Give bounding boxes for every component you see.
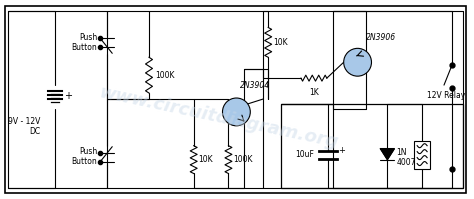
Text: +: +	[64, 91, 72, 101]
Text: 9V - 12V
DC: 9V - 12V DC	[9, 117, 41, 136]
Text: 2N3904: 2N3904	[240, 81, 271, 90]
Text: 10K: 10K	[273, 38, 288, 47]
Text: Push
Button: Push Button	[72, 33, 97, 52]
Text: 12V Relay: 12V Relay	[427, 91, 465, 100]
Text: 100K: 100K	[155, 71, 174, 80]
Text: Push
Button: Push Button	[72, 147, 97, 166]
Text: 2N3906: 2N3906	[365, 33, 396, 42]
Text: 10uF: 10uF	[295, 150, 314, 159]
Polygon shape	[381, 149, 394, 160]
Text: www.circuitdiagram.org: www.circuitdiagram.org	[97, 84, 340, 152]
Text: +: +	[337, 146, 345, 155]
Text: 100K: 100K	[233, 155, 253, 164]
Bar	[414, 141, 430, 169]
Text: 1K: 1K	[309, 88, 319, 97]
Text: 1N
4007: 1N 4007	[396, 148, 416, 167]
Circle shape	[344, 48, 372, 76]
Bar	[281, 104, 463, 188]
Text: 10K: 10K	[199, 155, 213, 164]
Circle shape	[222, 98, 250, 126]
